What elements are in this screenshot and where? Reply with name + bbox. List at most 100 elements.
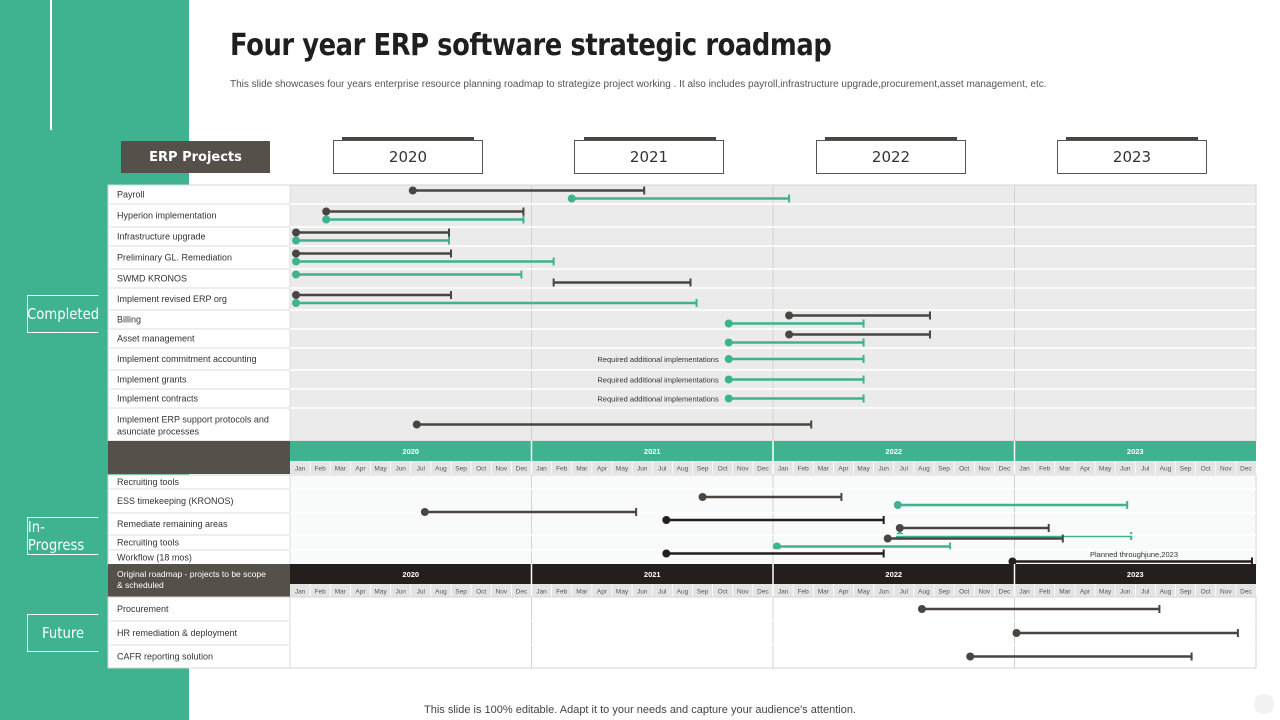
axis-month-label: Jan xyxy=(1019,466,1030,473)
row-label: ESS timekeeping (KRONOS) xyxy=(117,496,234,506)
axis-month-label: Nov xyxy=(496,589,508,596)
axis-month-label: Feb xyxy=(1039,589,1051,596)
page-subtitle: This slide showcases four years enterpri… xyxy=(230,79,1047,90)
bar-start-dot xyxy=(322,215,331,224)
axis-month-label: Apr xyxy=(355,466,366,473)
axis-month-label: Feb xyxy=(556,589,568,596)
row-label: Implement grants xyxy=(117,375,187,385)
axis-month-label: Jul xyxy=(417,589,426,596)
axis-label-cell xyxy=(108,441,290,474)
bar-start-dot xyxy=(412,420,421,429)
axis-year-label: 2023 xyxy=(1127,570,1144,579)
bar-start-dot xyxy=(292,291,301,299)
axis-month-label: Oct xyxy=(959,466,969,473)
axis-month-label: Mar xyxy=(335,589,347,596)
bar-start-dot xyxy=(893,501,902,509)
bar-start-dot xyxy=(1008,557,1017,566)
year-box-2023: 2023 xyxy=(1057,140,1207,174)
axis-month-label: Aug xyxy=(677,466,689,473)
phase-label-future: Future xyxy=(27,614,99,652)
axis-month-label: Feb xyxy=(556,466,568,473)
axis-year-label: 2022 xyxy=(885,570,902,579)
axis-month-label: Jan xyxy=(536,589,547,596)
axis-month-label: Sep xyxy=(697,589,709,596)
bar-start-dot xyxy=(420,508,429,516)
bar-start-dot xyxy=(292,299,301,307)
bar-start-dot xyxy=(883,534,892,543)
row-label: HR remediation & deployment xyxy=(117,628,238,638)
row-note: Required additional implementations xyxy=(597,395,719,404)
axis-month-label: Jun xyxy=(637,589,648,596)
axis-month-label: Feb xyxy=(315,466,327,473)
bar-start-dot xyxy=(292,249,301,258)
axis-month-label: Mar xyxy=(1059,466,1071,473)
label-column-section-3 xyxy=(107,596,291,669)
row-label: Preliminary GL. Remediation xyxy=(117,253,232,263)
axis-month-label: Nov xyxy=(1220,589,1232,596)
year-box-2022: 2022 xyxy=(816,140,966,174)
axis-month-label: Mar xyxy=(576,466,588,473)
bar-start-dot xyxy=(785,311,794,320)
axis-month-label: Sep xyxy=(938,466,950,473)
axis-month-label: Feb xyxy=(798,589,810,596)
axis-month-label: Dec xyxy=(999,466,1011,473)
axis-month-label: Nov xyxy=(496,466,508,473)
axis-label-cell xyxy=(108,564,290,597)
axis-year-label: 2022 xyxy=(885,447,902,456)
axis-month-label: May xyxy=(1099,589,1112,596)
axis-month-label: Dec xyxy=(516,466,528,473)
axis-month-label: Nov xyxy=(1220,466,1232,473)
axis-month-label: Aug xyxy=(918,589,930,596)
bar-start-dot xyxy=(1012,629,1021,637)
axis-month-label: Aug xyxy=(677,589,689,596)
axis-month-label: Dec xyxy=(1240,466,1252,473)
page-indicator-dot xyxy=(1254,694,1274,714)
bar-start-dot xyxy=(724,394,733,403)
axis-month-label: Aug xyxy=(1160,589,1172,596)
axis-month-label: Jun xyxy=(1120,589,1131,596)
axis-month-label: Jul xyxy=(417,466,426,473)
row-label: Billing xyxy=(117,315,141,325)
axis-month-label: Apr xyxy=(597,589,608,596)
phase-label-in-progress: In-Progress xyxy=(27,517,99,555)
axis-month-label: Sep xyxy=(455,589,467,596)
row-label: SWMD KRONOS xyxy=(117,274,187,284)
row-label: Asset management xyxy=(117,334,195,344)
axis-month-label: Jan xyxy=(1019,589,1030,596)
year-box-cap-2022 xyxy=(825,137,957,140)
row-note: Required additional implementations xyxy=(597,355,719,364)
year-box-2021: 2021 xyxy=(574,140,724,174)
row-label: asunciate processes xyxy=(117,427,200,437)
axis-month-label: Feb xyxy=(315,589,327,596)
row-label: Payroll xyxy=(117,190,145,200)
axis-month-label: May xyxy=(857,466,870,473)
row-label: Remediate remaining areas xyxy=(117,519,228,529)
axis-month-label: Apr xyxy=(1080,466,1091,473)
bar-start-dot xyxy=(724,355,733,363)
axis-year-label: 2020 xyxy=(402,447,419,456)
bar-start-dot xyxy=(322,207,331,216)
bar-start-dot xyxy=(662,549,671,558)
row-note: Planned throughjune,2023 xyxy=(1090,550,1178,559)
bar-start-dot xyxy=(698,493,707,501)
bar-start-dot xyxy=(408,186,417,195)
year-box-2020: 2020 xyxy=(333,140,483,174)
axis-month-label: Jun xyxy=(878,589,889,596)
axis-month-label: Dec xyxy=(757,589,769,596)
axis-month-label: Jan xyxy=(778,466,789,473)
axis-month-label: Apr xyxy=(1080,589,1091,596)
axis-year-label: 2021 xyxy=(644,447,661,456)
bar-start-dot xyxy=(292,236,301,245)
row-label: Implement ERP support protocols and xyxy=(117,415,269,425)
axis-month-label: Sep xyxy=(1180,466,1192,473)
axis-month-label: May xyxy=(857,589,870,596)
axis-year-label: 2020 xyxy=(402,570,419,579)
axis-month-label: Apr xyxy=(355,589,366,596)
row-label: Implement contracts xyxy=(117,394,199,404)
axis-month-label: Jul xyxy=(1141,466,1150,473)
axis-year-label: 2023 xyxy=(1127,447,1144,456)
year-box-cap-2021 xyxy=(584,137,716,140)
row-label: Infrastructure upgrade xyxy=(117,232,206,242)
row-label: Implement revised ERP org xyxy=(117,294,227,304)
